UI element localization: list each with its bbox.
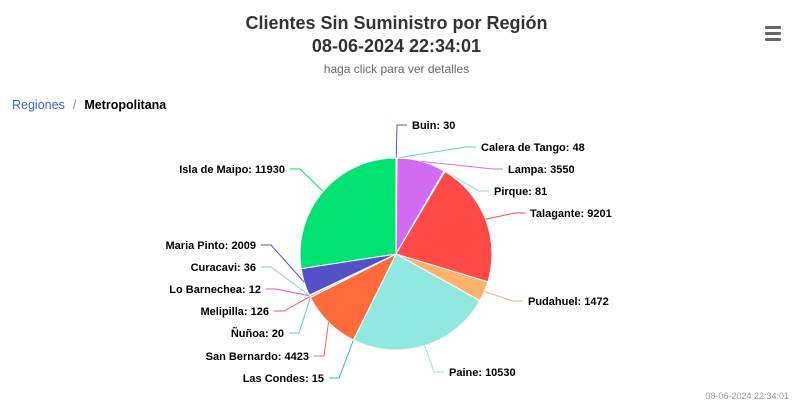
pie-connector — [444, 170, 489, 192]
pie-data-label: Melipilla: 126 — [201, 306, 269, 318]
pie-connector — [485, 212, 525, 220]
chart-subtitle: haga click para ver detalles — [323, 62, 470, 76]
hamburger-menu-icon[interactable] — [762, 24, 784, 42]
timestamp-credit: 08-06-2024 22:34:01 — [705, 391, 789, 401]
pie-data-label: Las Condes: 15 — [243, 373, 324, 385]
pie-connector — [329, 339, 354, 379]
pie-data-label: Ñuñoa: 20 — [231, 327, 284, 340]
pie-data-label: Isla de Maipo: 11930 — [179, 164, 285, 176]
pie-data-label: Buin: 30 — [412, 120, 455, 132]
pie-connector — [261, 266, 310, 296]
pie-connector — [290, 168, 324, 192]
pie-connector — [421, 160, 503, 170]
chart-title: Clientes Sin Suministro por Región 08-06… — [0, 12, 793, 58]
pie-connector — [274, 296, 311, 312]
pie-data-label: Talagante: 9201 — [530, 208, 612, 220]
pie-data-label: Maria Pinto: 2009 — [166, 240, 256, 252]
pie-data-label: Lo Barnechea: 12 — [169, 284, 261, 296]
chart-title-line2: 08-06-2024 22:34:01 — [311, 36, 482, 56]
pie-connector — [266, 288, 310, 297]
pie-connector — [396, 146, 476, 159]
pie-connector — [424, 345, 444, 373]
pie-connector — [395, 124, 407, 159]
pie-data-label: Lampa: 3550 — [508, 164, 575, 176]
pie-data-label: Pudahuel: 1472 — [528, 296, 609, 308]
pie-connector — [261, 244, 305, 283]
pie-data-label: Pirque: 81 — [494, 186, 547, 198]
pie-data-label: Calera de Tango: 48 — [481, 142, 585, 154]
breadcrumb: Regiones / Metropolitana — [12, 98, 166, 112]
pie-slice[interactable] — [395, 170, 493, 283]
breadcrumb-regiones-link[interactable]: Regiones — [12, 98, 65, 112]
pie-connector — [314, 322, 329, 357]
pie-data-label: Paine: 10530 — [449, 367, 516, 379]
pie-data-label: Curacavi: 36 — [191, 262, 256, 274]
chart-title-line1: Clientes Sin Suministro por Región — [245, 13, 548, 33]
pie-connector — [289, 297, 311, 334]
breadcrumb-current: Metropolitana — [84, 98, 167, 112]
pie-slice[interactable] — [299, 157, 397, 270]
pie-connector — [484, 290, 523, 302]
breadcrumb-separator: / — [72, 98, 77, 112]
pie-data-label: San Bernardo: 4423 — [206, 351, 309, 363]
